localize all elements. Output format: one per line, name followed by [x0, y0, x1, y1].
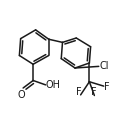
Text: Cl: Cl [99, 61, 109, 71]
Text: F: F [91, 87, 96, 97]
Text: OH: OH [46, 80, 61, 90]
Text: F: F [76, 87, 82, 97]
Text: F: F [104, 82, 110, 92]
Text: O: O [18, 91, 25, 101]
